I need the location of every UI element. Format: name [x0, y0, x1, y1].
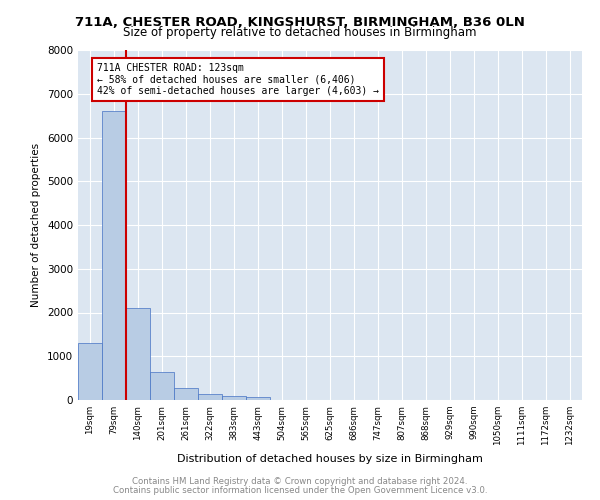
Y-axis label: Number of detached properties: Number of detached properties	[31, 143, 41, 307]
X-axis label: Distribution of detached houses by size in Birmingham: Distribution of detached houses by size …	[177, 454, 483, 464]
Bar	[102, 112, 126, 400]
Text: Contains HM Land Registry data © Crown copyright and database right 2024.: Contains HM Land Registry data © Crown c…	[132, 477, 468, 486]
Bar	[150, 372, 174, 400]
Text: Size of property relative to detached houses in Birmingham: Size of property relative to detached ho…	[123, 26, 477, 39]
Bar	[222, 396, 246, 400]
Bar	[198, 394, 222, 400]
Text: 711A CHESTER ROAD: 123sqm
← 58% of detached houses are smaller (6,406)
42% of se: 711A CHESTER ROAD: 123sqm ← 58% of detac…	[97, 63, 379, 96]
Bar	[174, 388, 198, 400]
Text: Contains public sector information licensed under the Open Government Licence v3: Contains public sector information licen…	[113, 486, 487, 495]
Bar	[246, 397, 270, 400]
Bar	[126, 308, 150, 400]
Text: 711A, CHESTER ROAD, KINGSHURST, BIRMINGHAM, B36 0LN: 711A, CHESTER ROAD, KINGSHURST, BIRMINGH…	[75, 16, 525, 29]
Bar	[78, 343, 102, 400]
